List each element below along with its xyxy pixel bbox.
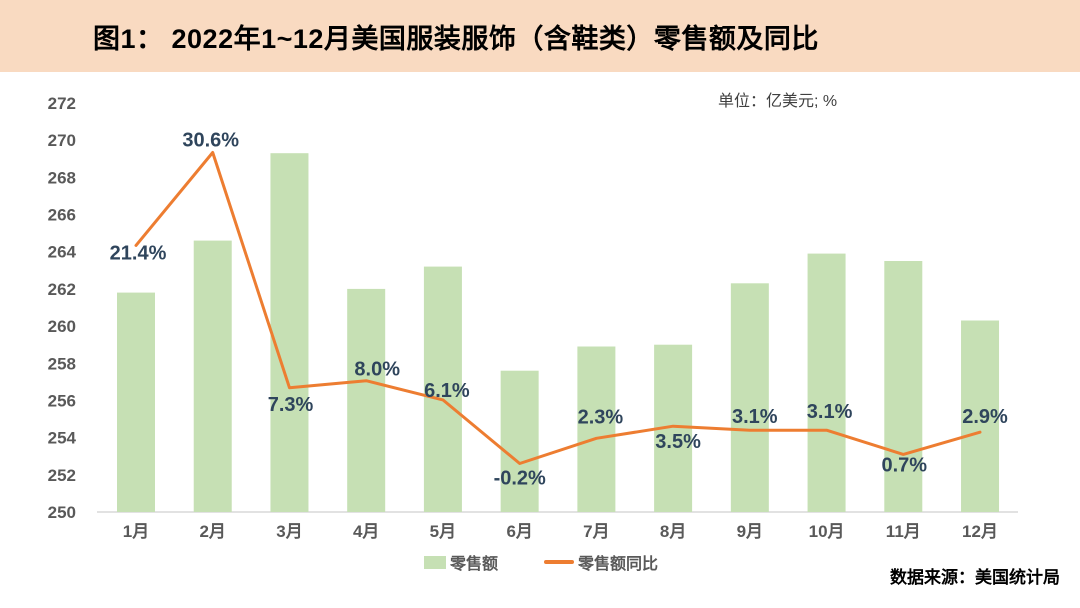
y-axis-tick-label: 264: [48, 243, 77, 262]
yoy-point-label-month-3: 7.3%: [268, 394, 314, 416]
bar-month-5: [423, 266, 462, 512]
chart-title: 图1： 2022年1~12月美国服装服饰（含鞋类）零售额及同比: [93, 23, 819, 54]
x-axis-label-month-10: 10月: [809, 522, 845, 541]
unit-note: 单位：亿美元; %: [718, 93, 838, 110]
y-axis-tick-label: 254: [48, 429, 77, 448]
yoy-point-label-month-5: 6.1%: [424, 380, 470, 402]
yoy-point-label-month-10: 3.1%: [807, 401, 853, 423]
x-axis-label-month-7: 7月: [583, 522, 609, 541]
x-axis-label-month-12: 12月: [962, 522, 998, 541]
x-axis-label-month-6: 6月: [506, 522, 532, 541]
bar-month-1: [117, 292, 155, 512]
chart-legend: 零售额 零售额同比: [424, 550, 658, 574]
bar-month-4: [347, 288, 386, 512]
bar-month-10: [807, 253, 846, 512]
legend-item-retail-sales: 零售额: [424, 550, 498, 574]
chart-header: 图1： 2022年1~12月美国服装服饰（含鞋类）零售额及同比: [0, 0, 1080, 72]
legend-item-yoy: 零售额同比: [544, 550, 658, 574]
yoy-point-label-month-2: 30.6%: [182, 130, 239, 152]
y-axis-tick-label: 262: [48, 280, 76, 299]
yoy-point-label-month-4: 8.0%: [354, 359, 400, 381]
bar-series-swatch-icon: [424, 555, 446, 569]
y-axis-tick-label: 272: [48, 94, 76, 113]
x-axis-label-month-5: 5月: [430, 522, 456, 541]
y-axis-tick-label: 252: [48, 466, 76, 485]
yoy-point-label-month-11: 0.7%: [882, 454, 928, 476]
yoy-point-label-month-1: 21.4%: [110, 242, 167, 264]
x-axis-label-month-4: 4月: [353, 522, 379, 541]
yoy-point-label-month-6: -0.2%: [494, 468, 546, 490]
x-axis-label-month-11: 11月: [886, 522, 921, 541]
y-axis-tick-label: 250: [48, 503, 76, 522]
x-axis-label-month-1: 1月: [123, 522, 149, 541]
yoy-point-label-month-12: 2.9%: [962, 406, 1008, 428]
bar-month-11: [884, 261, 923, 512]
y-axis-tick-label: 256: [48, 391, 76, 410]
x-axis-label-month-8: 8月: [660, 522, 686, 541]
yoy-line: [134, 151, 982, 465]
data-source-note: 数据来源：美国统计局: [890, 568, 1060, 587]
y-axis-tick-label: 258: [48, 354, 76, 373]
y-axis-tick-label: 260: [48, 317, 76, 336]
y-axis-tick-label: 268: [48, 168, 76, 187]
x-axis-label-month-9: 9月: [737, 522, 763, 541]
bar-month-12: [961, 320, 1000, 512]
bar-month-7: [577, 346, 616, 512]
legend-label-retail-sales: 零售额: [450, 556, 499, 573]
yoy-point-label-month-7: 2.3%: [578, 406, 624, 428]
bar-month-2: [193, 240, 232, 512]
line-series-swatch-icon: [544, 560, 575, 564]
y-axis-tick-label: 266: [48, 206, 76, 225]
yoy-point-label-month-9: 3.1%: [732, 406, 778, 428]
x-axis-label-month-2: 2月: [199, 522, 225, 541]
x-axis-label-month-3: 3月: [276, 522, 302, 541]
y-axis-tick-label: 270: [48, 131, 76, 150]
bar-month-9: [730, 283, 769, 512]
yoy-point-label-month-8: 3.5%: [655, 431, 701, 453]
legend-label-yoy: 零售额同比: [578, 556, 659, 573]
bar-month-3: [270, 153, 309, 512]
bar-month-6: [500, 370, 539, 512]
